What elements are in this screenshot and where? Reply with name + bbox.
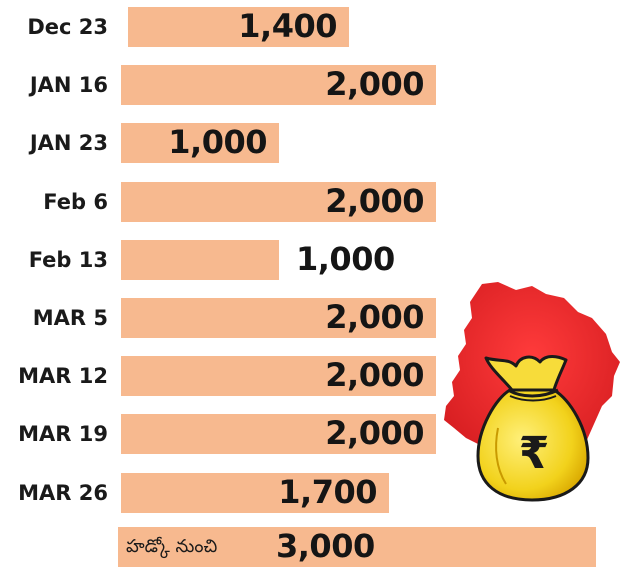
rupee-icon: ₹ [519,428,550,479]
hudco-label: హడ్కో నుంచి [126,536,218,557]
bar [121,65,436,105]
value-label: 2,000 [325,65,424,103]
value-label: 2,000 [325,182,424,220]
bar [121,182,436,222]
category-label: JAN 23 [29,131,108,155]
category-label: Feb 6 [43,190,108,214]
bar [121,123,279,163]
value-label: 1,400 [238,7,337,45]
value-label: 1,700 [278,473,377,511]
category-label: MAR 5 [32,306,108,330]
bar [121,414,436,454]
value-label: 2,000 [325,414,424,452]
category-label: Feb 13 [28,248,108,272]
rupee-symbol: ₹ [519,428,550,479]
category-label: Dec 23 [27,15,108,39]
bar [128,7,349,47]
category-label: MAR 26 [18,481,108,505]
value-label: 3,000 [276,527,375,565]
bar [121,240,279,280]
bar [118,527,596,567]
category-label: MAR 12 [18,364,108,388]
category-label: JAN 16 [29,73,108,97]
value-label: 2,000 [325,356,424,394]
bar [121,473,389,513]
money-bag-icon [476,355,590,502]
value-label: 1,000 [296,240,395,278]
category-label: MAR 19 [18,422,108,446]
value-label: 2,000 [325,298,424,336]
bar [121,298,436,338]
bar [121,356,436,396]
telangana-money-bag-illustration: ₹ [436,278,622,514]
value-label: 1,000 [168,123,267,161]
